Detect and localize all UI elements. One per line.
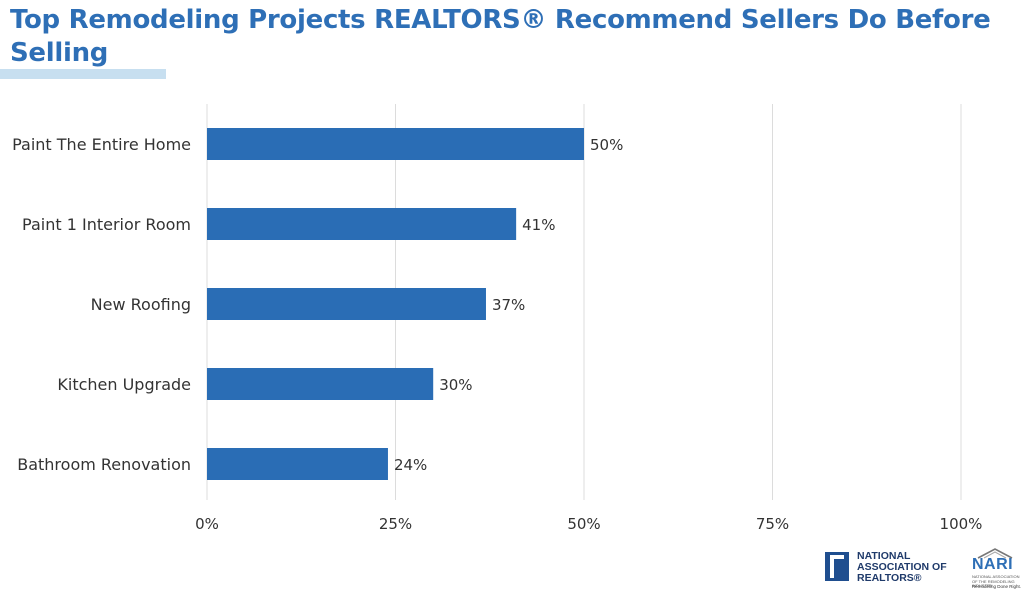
value-label: 50% xyxy=(590,136,623,154)
x-tick-label: 50% xyxy=(567,515,600,533)
nar-r-icon xyxy=(825,552,849,581)
nar-logo: NATIONAL ASSOCIATION OF REALTORS® xyxy=(825,550,965,584)
category-label: Bathroom Renovation xyxy=(17,455,191,474)
value-label: 30% xyxy=(439,376,472,394)
category-label: Kitchen Upgrade xyxy=(57,375,191,394)
bar xyxy=(207,208,517,240)
nar-logo-line2: ASSOCIATION OF xyxy=(857,561,947,573)
category-label: New Roofing xyxy=(91,295,191,314)
nari-logo: NARI NATIONAL ASSOCIATION OF THE REMODEL… xyxy=(970,545,1022,589)
bar xyxy=(207,448,388,480)
value-label: 41% xyxy=(522,216,555,234)
category-label: Paint The Entire Home xyxy=(12,135,191,154)
bar xyxy=(207,288,486,320)
x-tick-label: 0% xyxy=(195,515,219,533)
x-tick-label: 25% xyxy=(379,515,412,533)
house-roof-icon xyxy=(977,548,1013,559)
nari-logo-name: NARI xyxy=(972,556,1014,573)
bar xyxy=(207,128,584,160)
bar xyxy=(207,368,434,400)
title-underline xyxy=(0,69,166,79)
nar-logo-line1: NATIONAL xyxy=(857,550,911,562)
nar-logo-line3: REALTORS® xyxy=(857,572,922,584)
nar-logo-text: NATIONAL ASSOCIATION OF REALTORS® xyxy=(857,551,947,584)
category-label: Paint 1 Interior Room xyxy=(22,215,191,234)
value-label: 24% xyxy=(394,456,427,474)
x-tick-label: 75% xyxy=(756,515,789,533)
chart-title: Top Remodeling Projects REALTORS® Recomm… xyxy=(10,5,991,68)
nari-logo-subtitle: NATIONAL ASSOCIATION OF THE REMODELING I… xyxy=(972,574,1020,588)
x-tick-label: 100% xyxy=(940,515,983,533)
value-label: 37% xyxy=(492,296,525,314)
nari-logo-tagline: Remodeling Done Right. xyxy=(972,584,1022,589)
